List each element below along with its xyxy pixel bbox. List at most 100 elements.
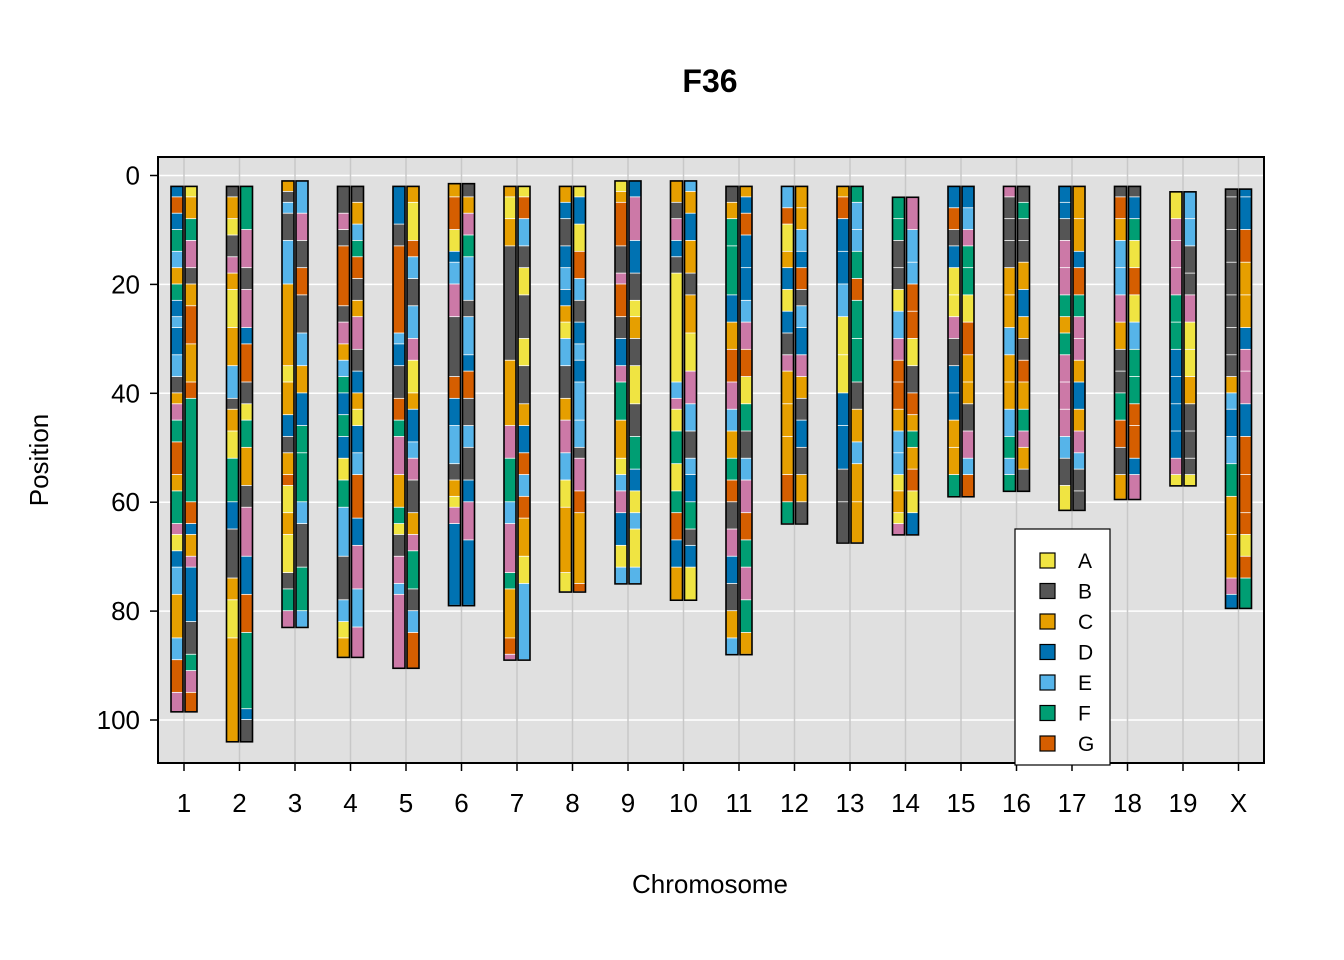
- segment-X-h1-B: [1225, 189, 1238, 197]
- segment-17-h2-C: [1073, 360, 1085, 382]
- segment-9-h1-B: [615, 246, 627, 273]
- segment-14-h1-E: [892, 311, 905, 339]
- segment-13-h1-D: [837, 393, 849, 426]
- segment-8-h2-G: [573, 583, 586, 592]
- segment-6-h2-D: [462, 355, 475, 371]
- segment-3-h1-A: [282, 485, 294, 513]
- segment-6-h1-B: [448, 464, 461, 480]
- segment-7-h2-E: [518, 474, 530, 496]
- x-tick-label: 11: [726, 788, 753, 818]
- x-tick-label: 1: [177, 788, 191, 818]
- segment-14-h2-E: [906, 229, 919, 262]
- segment-13-h2-F: [851, 300, 863, 339]
- segment-2-h1-C: [226, 409, 239, 431]
- legend-box: [1014, 528, 1111, 766]
- haplotype-outline: [1113, 185, 1128, 501]
- segment-10-h1-B: [670, 202, 683, 219]
- segment-17-h1-D: [1059, 186, 1071, 202]
- segment-12-h1-E: [781, 186, 794, 208]
- segment-13-h1-G: [837, 197, 849, 219]
- segment-9-h2-E: [629, 513, 641, 529]
- segment-3-h2-D: [296, 393, 308, 426]
- segment-8-h1-D: [559, 202, 572, 219]
- segment-2-h1-C: [226, 273, 239, 290]
- segment-10-h2-E: [684, 180, 697, 192]
- segment-X-h2-G: [1239, 513, 1252, 535]
- segment-17-h1-B: [1059, 219, 1071, 241]
- segment-1-h1-F: [171, 491, 183, 524]
- segment-X-h2-H: [1239, 371, 1252, 404]
- segment-8-h1-D: [559, 289, 572, 306]
- segment-X-h1-B: [1225, 197, 1238, 230]
- segment-8-h1-C: [559, 507, 572, 573]
- segment-1-h2-G: [185, 306, 197, 344]
- segment-6-h1-E: [448, 262, 461, 284]
- segment-2-h2-B: [240, 268, 253, 290]
- segment-9-h2-D: [629, 469, 641, 491]
- segment-10-h1-A: [670, 464, 683, 491]
- segment-11-h2-D: [740, 235, 752, 268]
- segment-3-h2-H: [296, 213, 308, 241]
- segment-1-h1-F: [171, 420, 183, 442]
- segment-14-h2-A: [906, 338, 919, 366]
- segment-7-h2-A: [518, 556, 530, 584]
- segment-17-h2-C: [1073, 219, 1085, 251]
- segment-3-h1-E: [282, 202, 294, 213]
- segment-8-h1-E: [559, 338, 572, 366]
- segment-9-h2-H: [629, 197, 641, 241]
- segment-12-h1-G: [781, 208, 794, 224]
- haplotype-outline: [1016, 185, 1031, 493]
- x-tick-label: 3: [288, 788, 302, 818]
- segment-12-h1-H: [781, 355, 794, 371]
- segment-9-h1-C: [615, 191, 627, 202]
- segment-5-h2-A: [407, 360, 419, 393]
- y-axis-ticks: 0 20 40 60 80 100: [97, 161, 158, 735]
- segment-13-h1-A: [837, 317, 849, 355]
- segment-19-h1-H: [1170, 219, 1182, 241]
- segment-1-h2-C: [185, 197, 197, 219]
- segment-10-h2-D: [684, 545, 697, 567]
- segment-12-h1-A: [781, 224, 794, 251]
- segment-5-h2-G: [407, 240, 419, 257]
- segment-14-h1-A: [892, 289, 905, 311]
- segment-16-h1-E: [1003, 458, 1016, 475]
- segment-10-h1-A: [670, 409, 683, 431]
- segment-18-h1-B: [1114, 186, 1127, 197]
- segment-10-h2-E: [684, 458, 697, 475]
- segment-18-h2-G: [1128, 404, 1141, 426]
- segment-X-h2-D: [1239, 404, 1252, 437]
- x-tick-label: 13: [836, 788, 865, 818]
- segment-X-h2-G: [1239, 229, 1252, 262]
- segment-18-h2-G: [1128, 268, 1141, 295]
- haplotype-outline: [336, 185, 351, 659]
- segment-5-h2-B: [407, 278, 419, 306]
- segment-4-h2-B: [351, 186, 364, 202]
- segment-5-h1-G: [393, 398, 405, 420]
- segment-13-h2-G: [851, 278, 863, 300]
- segment-8-h2-E: [573, 382, 586, 420]
- segment-4-h2-C: [351, 202, 364, 224]
- segment-4-h2-A: [351, 409, 364, 426]
- segment-3-h2-F: [296, 453, 308, 502]
- segment-5-h1-C: [393, 474, 405, 507]
- segment-12-h1-D: [781, 311, 794, 333]
- segment-6-h2-D: [462, 480, 475, 502]
- segment-3-h2-B: [296, 295, 308, 333]
- haplotype-outline: [239, 185, 254, 743]
- segment-19-h2-A: [1184, 322, 1196, 349]
- segment-16-h1-F: [1003, 474, 1016, 491]
- segment-3-h2-B: [296, 523, 308, 567]
- segment-11-h2-C: [740, 186, 752, 197]
- haplotype-outline: [683, 180, 698, 602]
- x-tick-label: 9: [621, 788, 635, 818]
- haplotype-outline: [836, 185, 850, 544]
- segment-19-h2-B: [1184, 246, 1196, 273]
- segment-1-h1-C: [171, 393, 183, 404]
- segment-3-h2-F: [296, 425, 308, 453]
- segment-13-h2-C: [851, 502, 863, 543]
- segment-19-h2-E: [1184, 191, 1196, 219]
- segment-9-h2-F: [629, 436, 641, 469]
- segment-15-h2-H: [962, 229, 974, 246]
- x-tick-label: 12: [780, 788, 809, 818]
- segment-5-h2-B: [407, 589, 419, 611]
